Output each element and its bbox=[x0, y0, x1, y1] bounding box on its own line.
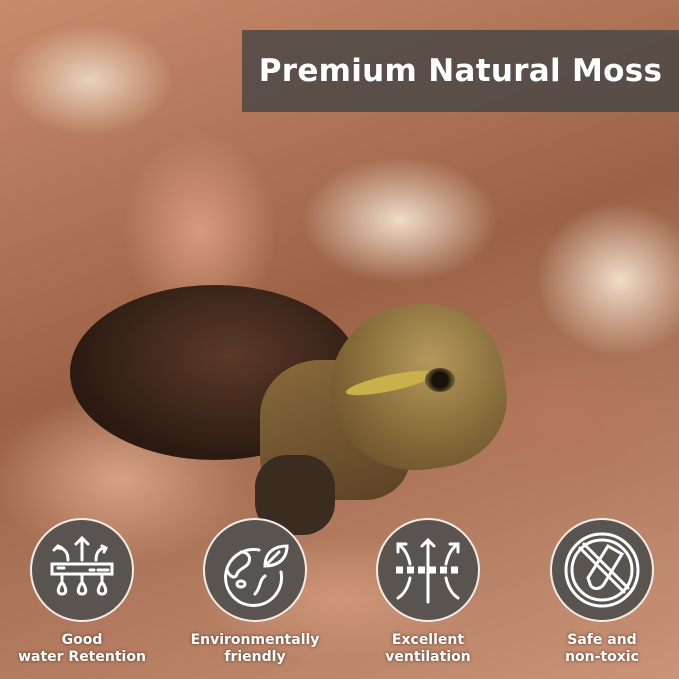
feature-label: Good water Retention bbox=[18, 632, 146, 665]
non-toxic-prohibited-icon bbox=[550, 518, 654, 622]
feature-label: Excellent ventilation bbox=[385, 632, 471, 665]
feature-label: Safe and non-toxic bbox=[565, 632, 639, 665]
feature-excellent-ventilation: Excellent ventilation bbox=[342, 518, 514, 666]
feature-water-retention: Good water Retention bbox=[0, 518, 168, 666]
title-banner: Premium Natural Moss bbox=[242, 30, 679, 112]
feature-safe-non-toxic: Safe and non-toxic bbox=[516, 518, 679, 666]
feature-environmentally-friendly: Environmentally friendly bbox=[169, 518, 341, 666]
feature-label: Environmentally friendly bbox=[190, 632, 320, 665]
ventilation-arrows-icon bbox=[376, 518, 480, 622]
turtle-eye bbox=[425, 368, 455, 392]
water-retention-icon bbox=[30, 518, 134, 622]
eco-earth-leaf-icon bbox=[203, 518, 307, 622]
banner-title: Premium Natural Moss bbox=[258, 53, 663, 89]
